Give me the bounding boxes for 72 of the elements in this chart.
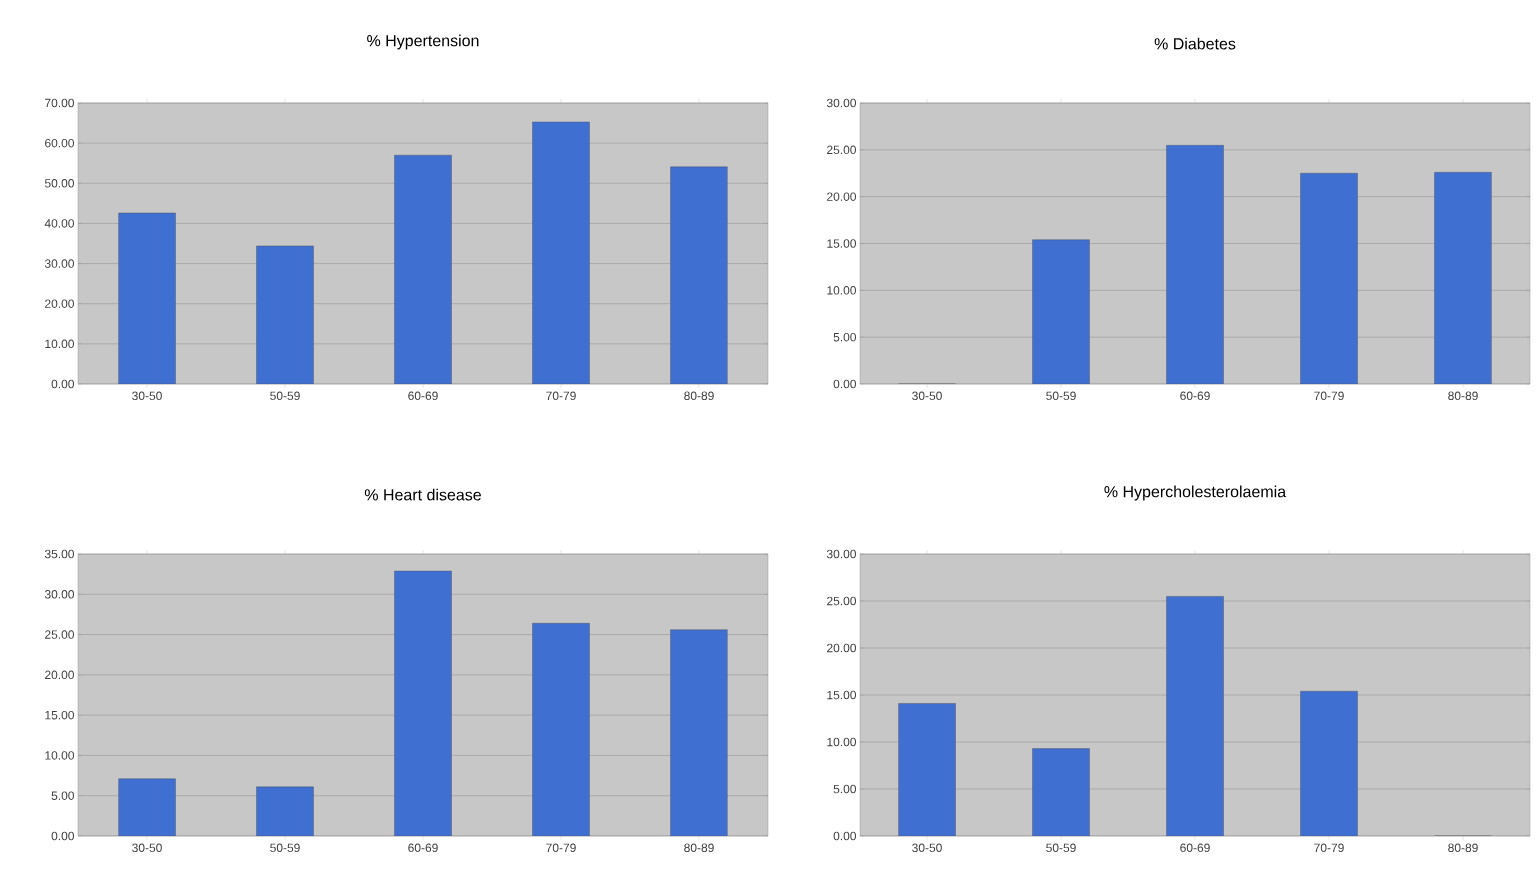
x-tick-label: 60-69 — [408, 391, 438, 401]
y-tick-label: 25.00 — [45, 630, 74, 639]
bar — [394, 154, 452, 384]
bar — [898, 703, 956, 836]
y-tick-label: 0.00 — [833, 379, 857, 389]
y-tick-label: 30.00 — [44, 590, 74, 599]
x-tick-label: 50-59 — [270, 391, 300, 401]
y-tick-label: 10.00 — [45, 339, 74, 349]
x-tick-label: 60-69 — [1180, 843, 1210, 853]
bar — [256, 786, 314, 836]
x-tick-label: 30-50 — [912, 391, 942, 401]
chart-title: % Heart disease — [364, 488, 481, 501]
bar — [1166, 596, 1224, 836]
y-tick-label: 5.00 — [833, 332, 857, 342]
chart-title: % Hypertension — [367, 34, 479, 50]
y-tick-label: 5.00 — [51, 791, 75, 800]
x-tick-label: 50-59 — [1046, 843, 1076, 853]
y-tick-label: 35.00 — [44, 549, 74, 559]
bar — [1032, 239, 1090, 384]
y-tick-label: 0.00 — [51, 831, 75, 841]
x-tick-label: 30-50 — [132, 843, 162, 853]
y-tick-label: 30.00 — [826, 549, 857, 559]
y-tick-label: 15.00 — [45, 710, 74, 720]
x-tick-label: 70-79 — [546, 391, 576, 401]
bar — [1300, 173, 1358, 384]
bar — [1300, 691, 1358, 836]
bar — [532, 121, 590, 384]
y-tick-label: 25.00 — [827, 145, 857, 155]
y-tick-label: 50.00 — [44, 179, 74, 188]
y-tick-label: 10.00 — [45, 751, 74, 760]
y-tick-label: 10.00 — [827, 286, 857, 295]
y-tick-label: 20.00 — [45, 299, 74, 308]
y-tick-label: 70.00 — [45, 98, 74, 108]
x-tick-label: 60-69 — [408, 843, 438, 853]
x-tick-label: 80-89 — [684, 843, 714, 853]
bar — [394, 570, 452, 836]
x-tick-label: 50-59 — [1046, 391, 1076, 401]
chart-title: % Diabetes — [1154, 37, 1236, 50]
y-tick-label: 20.00 — [827, 192, 857, 201]
x-tick-label: 80-89 — [1448, 391, 1478, 401]
y-tick-label: 20.00 — [45, 670, 74, 680]
x-tick-label: 70-79 — [1314, 391, 1344, 401]
y-tick-label: 10.00 — [827, 737, 857, 747]
bar — [118, 212, 176, 384]
bar — [1434, 172, 1492, 384]
bar — [532, 623, 590, 836]
bar — [670, 629, 728, 836]
y-tick-label: 15.00 — [827, 690, 857, 700]
bar — [670, 166, 728, 384]
bar — [1032, 748, 1090, 836]
bar — [118, 778, 176, 836]
y-tick-label: 5.00 — [833, 784, 857, 794]
x-tick-label: 30-50 — [912, 843, 942, 853]
y-tick-label: 20.00 — [827, 643, 857, 653]
y-tick-label: 30.00 — [826, 98, 857, 108]
y-tick-label: 25.00 — [827, 596, 857, 606]
x-tick-label: 30-50 — [132, 391, 162, 401]
chart-title: % Hypercholesterolaemia — [1104, 485, 1287, 501]
y-tick-label: 0.00 — [833, 831, 857, 841]
y-tick-label: 30.00 — [44, 259, 74, 268]
y-tick-label: 60.00 — [45, 138, 74, 148]
x-tick-label: 50-59 — [270, 843, 300, 853]
x-tick-label: 80-89 — [1448, 843, 1478, 853]
y-tick-label: 15.00 — [827, 239, 857, 248]
x-tick-label: 80-89 — [684, 391, 714, 401]
y-tick-label: 40.00 — [44, 219, 74, 228]
y-tick-label: 0.00 — [51, 379, 75, 389]
bar — [1166, 144, 1224, 384]
bar — [256, 245, 314, 384]
x-tick-label: 70-79 — [1314, 843, 1344, 853]
x-tick-label: 60-69 — [1180, 391, 1210, 401]
x-tick-label: 70-79 — [546, 843, 576, 853]
